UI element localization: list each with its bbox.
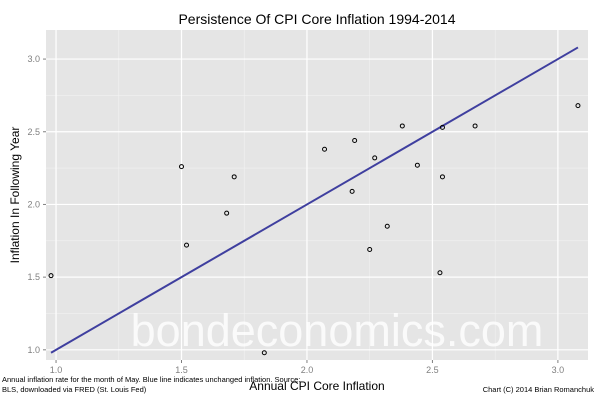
data-point [261,350,267,356]
x-tick-label: 2.5 [426,365,439,375]
data-point [437,270,443,276]
chart-title: Persistence Of CPI Core Inflation 1994-2… [178,11,455,27]
y-tick-label: 1.0 [27,345,40,355]
data-point [414,162,420,168]
data-point [439,124,445,130]
y-axis-label: Inflation In Following Year [8,127,22,264]
data-point [224,210,230,216]
data-point [439,174,445,180]
y-tick-labels: 1.0 1.5 2.0 2.5 3.0 [27,54,46,355]
grid-minor [46,30,588,360]
reference-line-layer [50,46,579,354]
data-point [367,247,373,253]
watermark: bondeconomics.com [131,305,544,356]
grid-major [46,30,588,360]
data-point [399,123,405,129]
data-point [384,223,390,229]
x-tick-label: 2.0 [301,365,314,375]
data-point [48,273,54,279]
footnote-source: Annual inflation rate for the month of M… [2,375,301,394]
y-tick-label: 3.0 [27,54,40,64]
x-tick-label: 1.5 [175,365,188,375]
x-axis-label: Annual CPI Core Inflation [249,379,384,393]
x-tick-labels: 1.0 1.5 2.0 2.5 3.0 [50,360,564,375]
data-point [179,164,184,170]
data-point [352,137,358,143]
data-point [231,174,237,180]
points-layer [48,103,581,356]
y-tick-label: 2.0 [27,199,40,209]
x-tick-label: 3.0 [552,365,565,375]
data-point [575,103,581,109]
data-point [322,146,328,152]
x-tick-label: 1.0 [50,365,63,375]
data-point [184,242,190,248]
y-tick-label: 1.5 [27,272,40,282]
data-point [472,123,478,129]
footnote-copyright: Chart (C) 2014 Brian Romanchuk [482,385,594,394]
data-point [349,188,355,194]
reference-line [50,46,579,354]
y-tick-label: 2.5 [27,127,40,137]
data-point [372,155,378,161]
plot-panel [46,30,588,360]
